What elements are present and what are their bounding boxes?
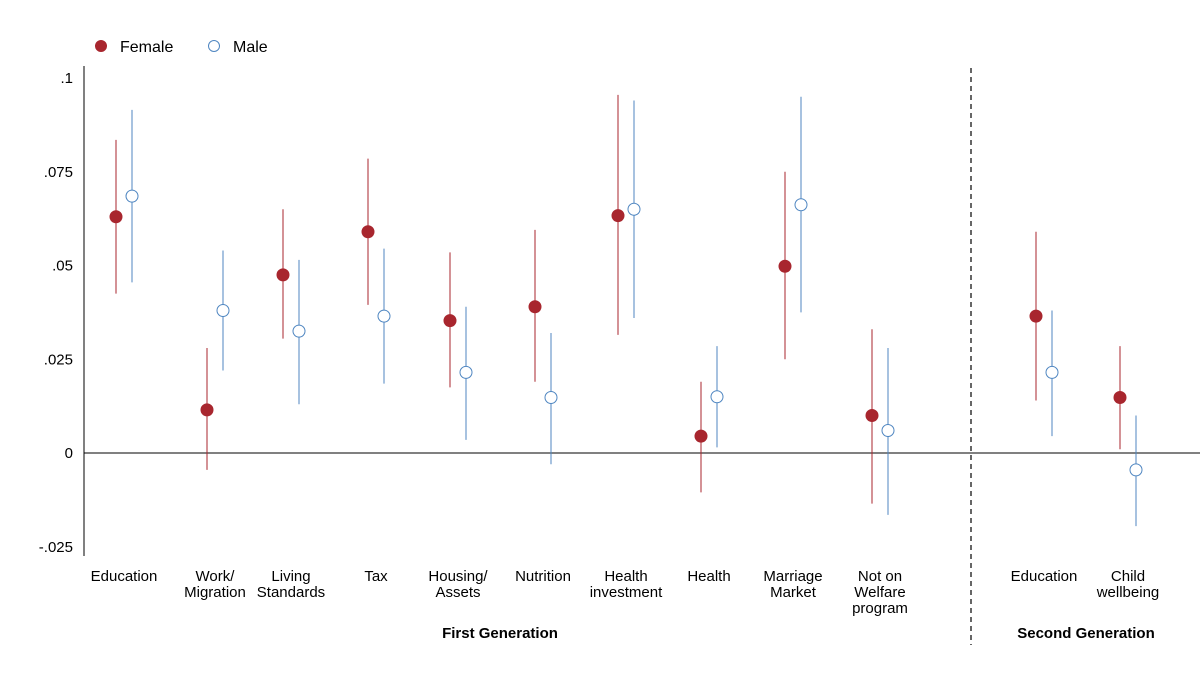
- legend: Female Male: [95, 39, 268, 56]
- data-marks: [109, 94, 1143, 527]
- male-point: [627, 202, 641, 216]
- legend-female-label: Female: [120, 39, 173, 56]
- female-point: [865, 409, 879, 422]
- male-point: [377, 309, 391, 323]
- category-label: Housing/Assets: [428, 568, 488, 601]
- category-labels: Education Work/Migration Living Standards Ta…: [91, 568, 1160, 642]
- category-label: Child wellbeing: [1096, 568, 1160, 601]
- y-tick-label: .05: [52, 258, 73, 275]
- category-label: Work/Migration: [184, 568, 246, 601]
- group-label: First Generation: [442, 625, 558, 642]
- male-point: [1045, 365, 1059, 379]
- category-label: Living Standards: [257, 568, 325, 601]
- female-point: [1113, 391, 1127, 404]
- male-point: [216, 304, 230, 317]
- legend-male-label: Male: [233, 39, 268, 56]
- female-point: [200, 403, 214, 417]
- category-label: Tax: [364, 568, 388, 585]
- female-point: [361, 225, 375, 239]
- y-tick-label: .1: [60, 70, 73, 87]
- category-label: Education: [1011, 568, 1078, 585]
- legend-male-marker: [208, 40, 220, 52]
- group-label: Second Generation: [1017, 625, 1155, 642]
- female-point: [528, 300, 542, 314]
- category-label: Health: [687, 568, 730, 585]
- axes: .1 .075 .05 .025 0 -.025: [39, 66, 1200, 645]
- female-point: [611, 209, 625, 223]
- male-point: [544, 391, 558, 404]
- category-label: Health investment: [590, 568, 663, 601]
- y-tick-label: .075: [44, 164, 73, 181]
- category-label: Marriage Market: [763, 568, 822, 601]
- y-tick-label: -.025: [39, 539, 73, 556]
- male-point: [710, 390, 724, 404]
- male-point: [881, 424, 895, 437]
- male-point: [794, 198, 808, 212]
- female-point: [778, 259, 792, 273]
- female-point: [276, 268, 290, 282]
- female-point: [443, 314, 457, 328]
- female-point: [109, 210, 123, 224]
- y-tick-label: .025: [44, 351, 73, 368]
- male-point: [459, 365, 473, 379]
- y-tick-label: 0: [65, 445, 73, 462]
- female-point: [694, 429, 708, 443]
- female-point: [1029, 309, 1043, 323]
- legend-female-marker: [95, 40, 107, 52]
- category-label: Not on Welfare program: [852, 568, 908, 617]
- category-label: Nutrition: [515, 568, 571, 585]
- male-point: [1129, 463, 1143, 477]
- category-label: Education: [91, 568, 158, 585]
- male-point: [292, 324, 306, 338]
- male-point: [125, 189, 139, 203]
